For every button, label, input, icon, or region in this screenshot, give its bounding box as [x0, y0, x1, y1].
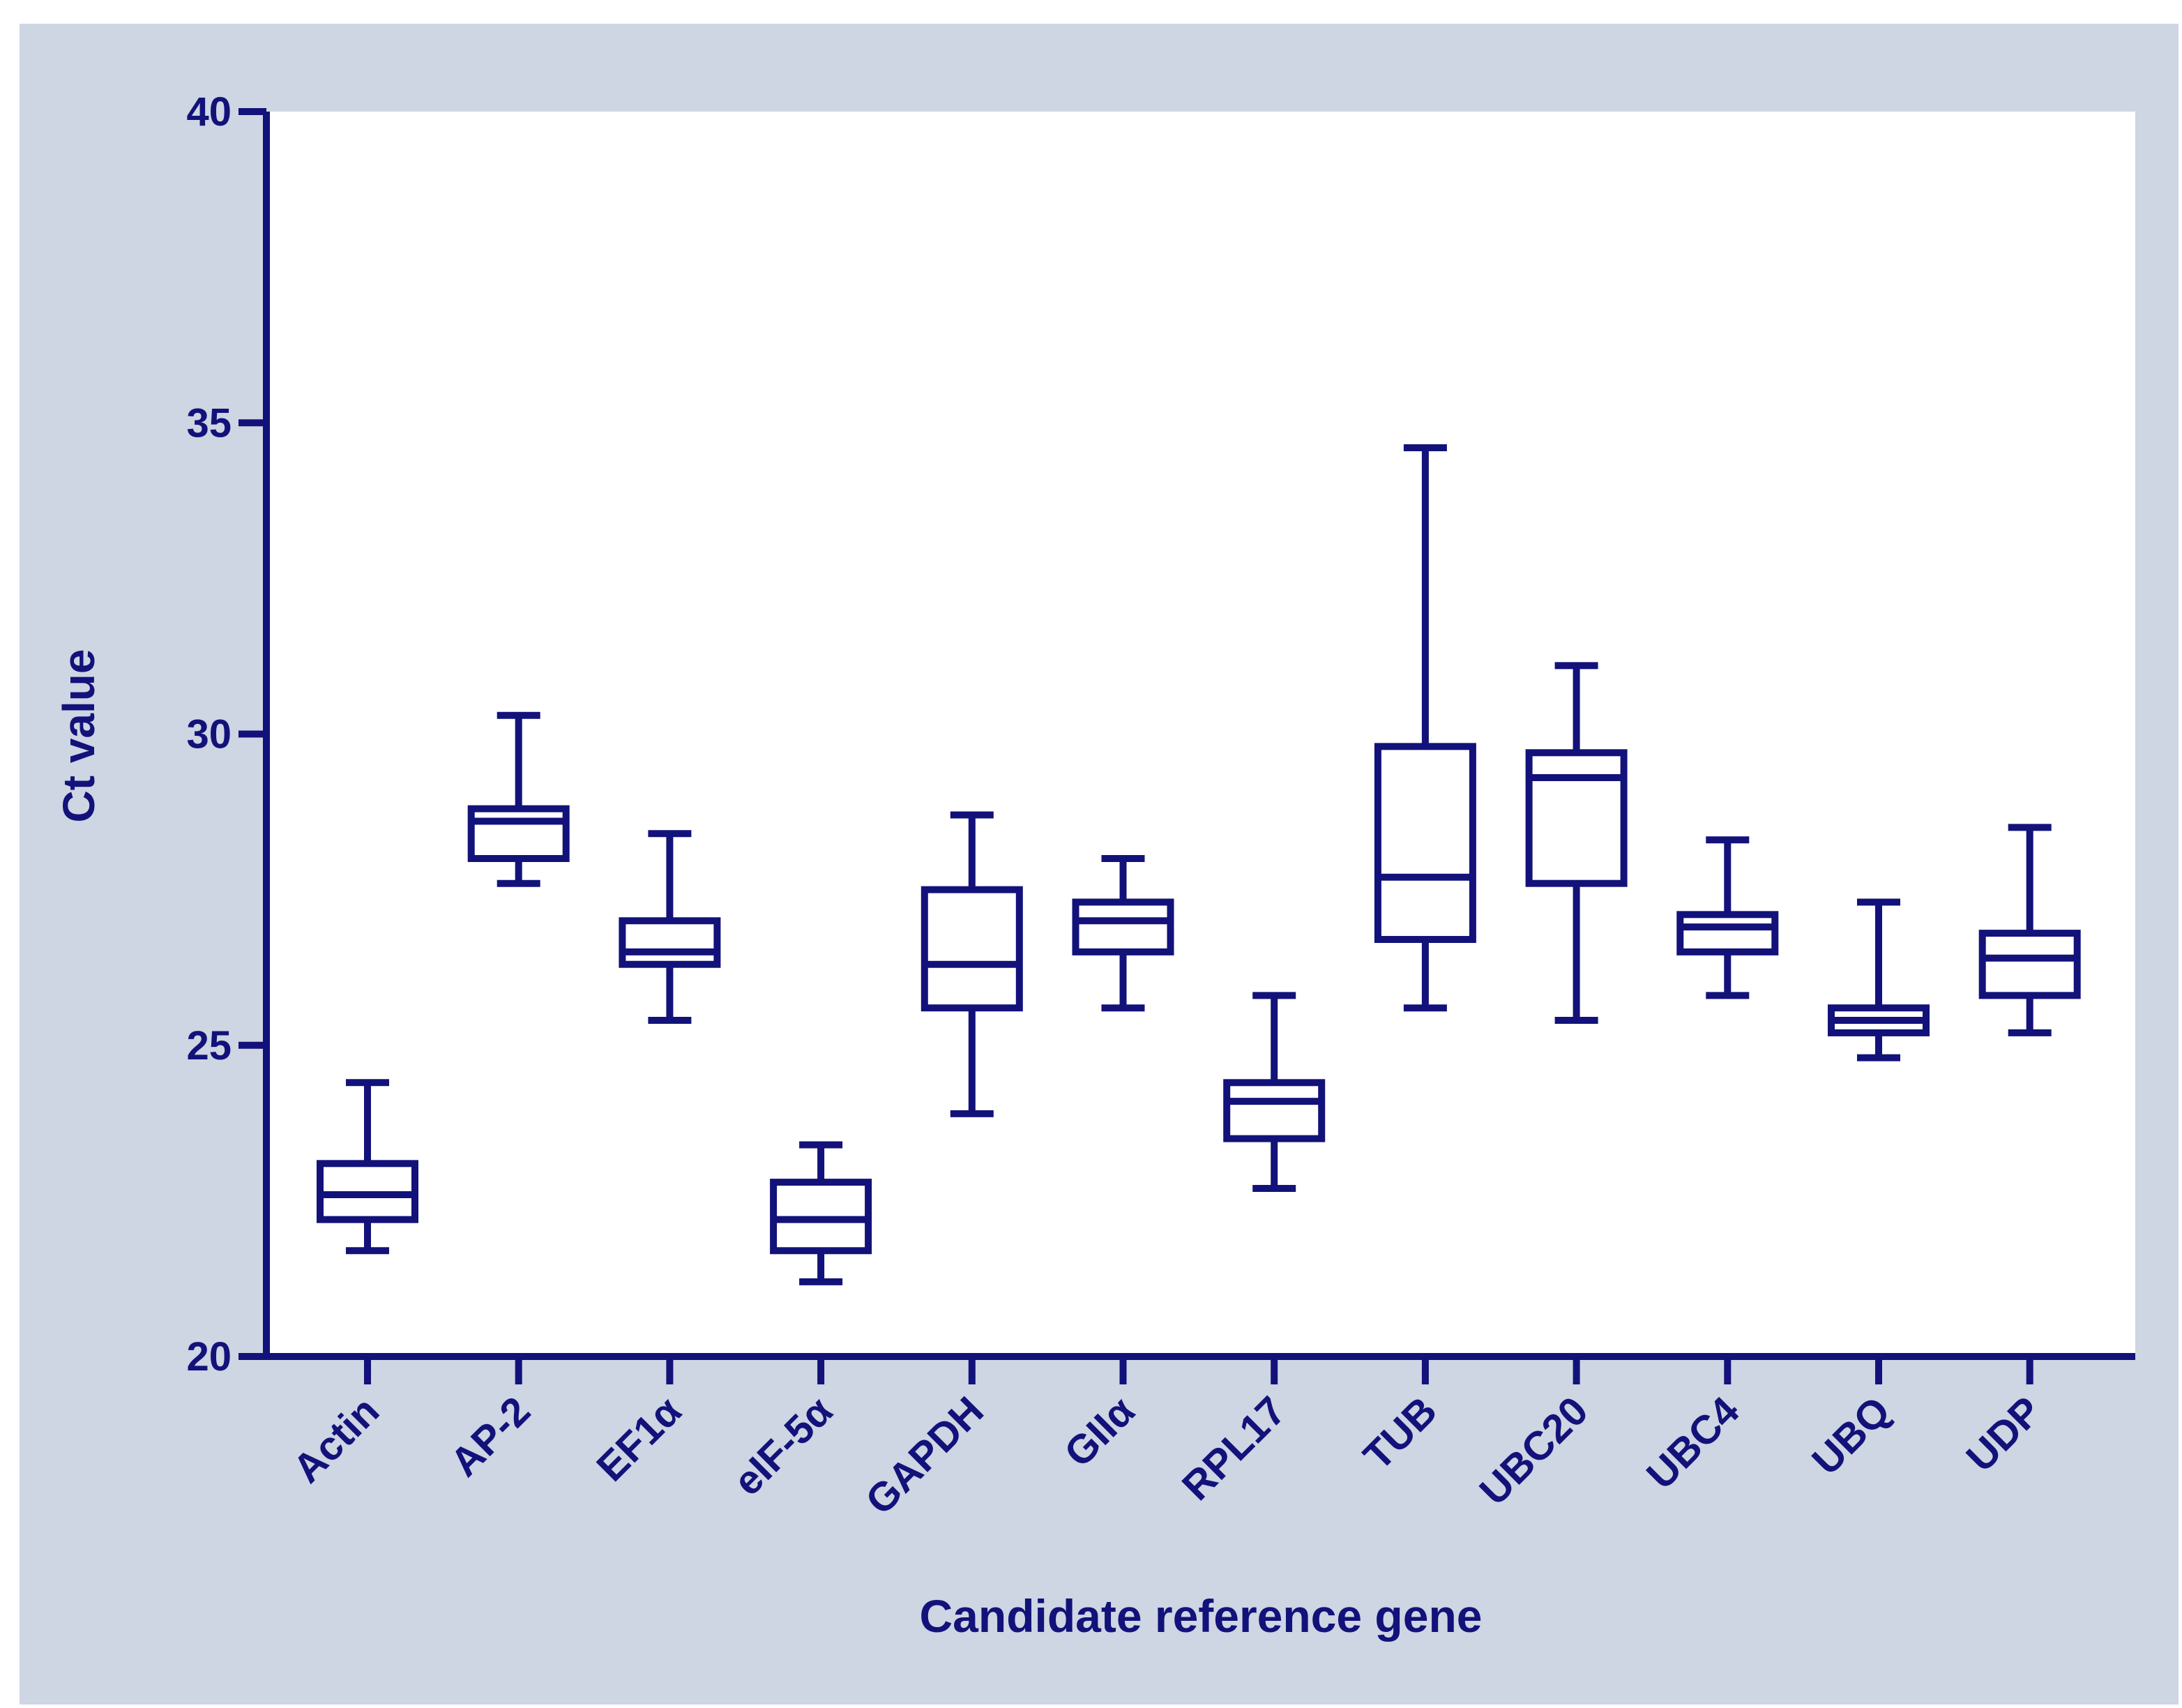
- y-tick-label: 30: [186, 712, 232, 757]
- box-ubq: [1828, 898, 1930, 1061]
- box-ef1α: [619, 830, 721, 1025]
- box-eif-5α: [770, 1141, 872, 1285]
- box-giiα: [1072, 855, 1174, 1012]
- box-ubc20: [1525, 662, 1628, 1025]
- iqr-box: [1223, 1079, 1326, 1142]
- y-tick-label: 20: [186, 1334, 232, 1380]
- box-ap-2: [467, 711, 570, 887]
- box-tub: [1374, 444, 1476, 1012]
- iqr-box: [1978, 930, 2081, 999]
- box-ubc4: [1676, 836, 1779, 999]
- y-tick-label: 35: [186, 400, 232, 446]
- plot-area: [266, 112, 2135, 1356]
- y-tick-label: 40: [186, 89, 232, 135]
- iqr-box: [920, 886, 1023, 1012]
- iqr-box: [619, 917, 721, 968]
- y-axis-title: Ct value: [54, 649, 104, 823]
- iqr-box: [1676, 911, 1779, 955]
- box-actin: [317, 1079, 418, 1255]
- y-tick-label: 25: [186, 1023, 232, 1068]
- boxes-layer: [317, 444, 2081, 1285]
- box-rpl17: [1223, 992, 1326, 1193]
- iqr-box: [1374, 743, 1476, 944]
- box-udp: [1978, 824, 2081, 1036]
- iqr-box: [467, 805, 570, 862]
- iqr-box: [1072, 898, 1174, 955]
- x-axis-title: Candidate reference gene: [920, 1590, 1483, 1642]
- iqr-box: [1525, 749, 1628, 887]
- box-gapdh: [920, 811, 1023, 1117]
